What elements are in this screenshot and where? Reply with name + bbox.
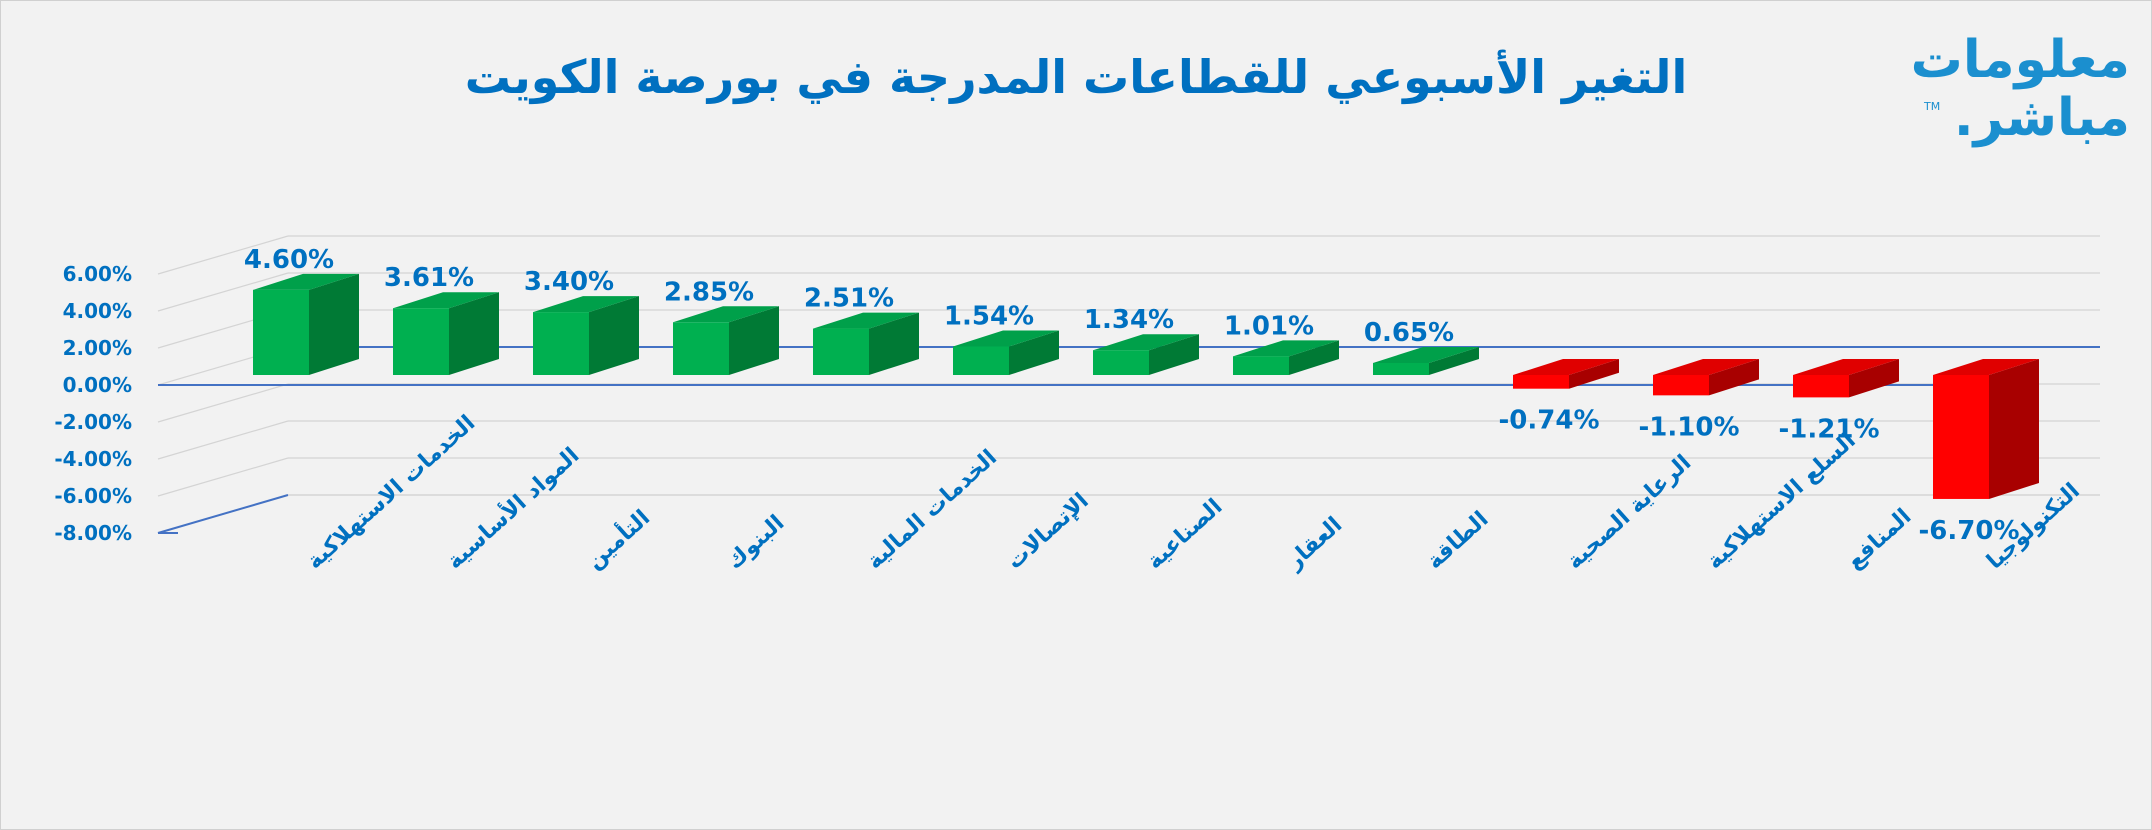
y-tick-label: -4.00%: [54, 447, 132, 471]
x-category-label: الطاقة: [1422, 507, 1493, 575]
x-category-label: الصناعية: [1142, 494, 1227, 574]
bar-top: [813, 312, 919, 329]
data-label: 1.01%: [1224, 311, 1314, 341]
bar: [953, 346, 1009, 375]
y-tick-label: 4.00%: [63, 299, 132, 323]
bar-side: [309, 273, 359, 375]
data-label: 1.34%: [1084, 305, 1174, 335]
x-category-label: المنافع: [1842, 504, 1916, 574]
bar-top: [253, 273, 359, 290]
bar-side: [449, 292, 499, 375]
bar: [1373, 362, 1429, 375]
bar-top: [953, 330, 1059, 347]
x-category-label: البنوك: [722, 511, 789, 575]
bar-side: [729, 306, 779, 375]
bar: [1793, 375, 1849, 398]
x-category-label: العقار: [1282, 512, 1348, 575]
y-tick-label: 6.00%: [63, 262, 132, 286]
data-label: 1.54%: [944, 302, 1034, 332]
logo-line2: مباشر.: [1953, 88, 2131, 148]
gridline-depth: [157, 383, 289, 423]
logo-line1: معلومات: [1910, 30, 2131, 90]
y-tick-label: -6.00%: [54, 484, 132, 508]
bar-side: [1429, 346, 1479, 375]
bar: [813, 328, 869, 375]
logo-tm: TM: [1924, 100, 1941, 113]
data-label: -1.10%: [1639, 412, 1740, 442]
data-label: 0.65%: [1364, 318, 1454, 348]
gridline-depth: [157, 457, 289, 497]
gridline-depth: [157, 420, 289, 460]
bar-top: [1373, 346, 1479, 363]
data-label: -0.74%: [1499, 406, 1600, 436]
bar: [1653, 375, 1709, 396]
x-category-label: الإتصالات: [1002, 489, 1094, 575]
bar-side: [1289, 340, 1339, 375]
bar: [393, 308, 449, 375]
bar-side: [1009, 330, 1059, 375]
x-category-label: المواد الأساسية: [440, 441, 584, 575]
bar-side: [1849, 359, 1899, 398]
data-label: 2.51%: [804, 284, 894, 314]
bar-top: [1793, 359, 1899, 375]
bar-side: [1989, 359, 2039, 499]
bar-top: [533, 296, 639, 313]
bar: [1093, 350, 1149, 375]
x-category-label: السلع الاستهلاكية: [1702, 428, 1860, 574]
data-label: -1.21%: [1779, 414, 1880, 444]
data-label: 4.60%: [244, 245, 334, 275]
bar-side: [869, 312, 919, 375]
data-label: 3.40%: [524, 267, 614, 297]
gridline-depth: [157, 235, 289, 275]
x-category-label: الرعاية الصحية: [1562, 450, 1696, 574]
bar-side: [589, 296, 639, 375]
bar-top: [393, 292, 499, 309]
bar-side: [1569, 359, 1619, 389]
bar-side: [1709, 359, 1759, 396]
bar-top: [673, 306, 779, 323]
bar: [533, 312, 589, 375]
chart-title: التغير الأسبوعي للقطاعات المدرجة في بورص…: [464, 50, 1688, 104]
bar-top: [1513, 359, 1619, 375]
data-label: 2.85%: [664, 277, 754, 307]
data-label: 3.61%: [384, 263, 474, 293]
bar: [1233, 356, 1289, 375]
bar-top: [1933, 359, 2039, 375]
y-tick-label: 0.00%: [63, 373, 132, 397]
bar: [673, 322, 729, 375]
bar-top: [1233, 340, 1339, 357]
bar-top: [1653, 359, 1759, 375]
mubasher-logo: معلومات مباشر. TM: [1911, 30, 2140, 150]
bar-top: [1093, 334, 1199, 351]
data-label: -6.70%: [1919, 516, 2020, 546]
bar: [253, 289, 309, 375]
bar-side: [1149, 334, 1199, 375]
y-tick-label: -2.00%: [54, 410, 132, 434]
gridline-depth: [157, 272, 289, 312]
x-category-label: التأمين: [580, 502, 655, 574]
floor-depth-line: [157, 494, 289, 534]
bar: [1513, 375, 1569, 389]
bar: [1933, 375, 1989, 499]
x-category-label: الخدمات المالية: [862, 445, 1002, 574]
y-tick-label: 2.00%: [63, 336, 132, 360]
y-tick-label: -8.00%: [54, 521, 132, 545]
